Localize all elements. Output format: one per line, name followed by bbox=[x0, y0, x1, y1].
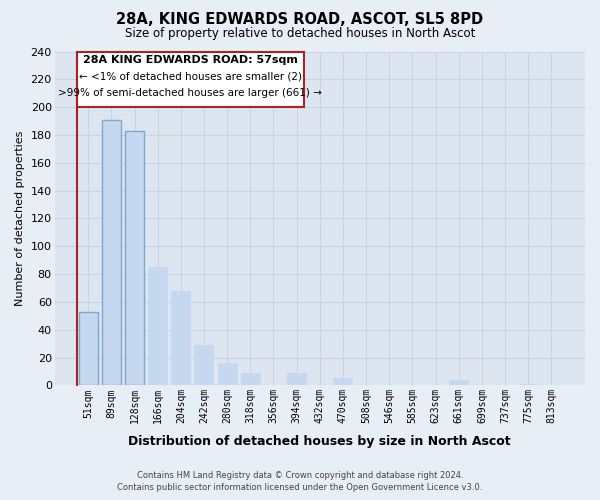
Bar bbox=[172, 291, 190, 386]
Bar bbox=[334, 378, 352, 386]
Y-axis label: Number of detached properties: Number of detached properties bbox=[15, 130, 25, 306]
Bar bbox=[287, 373, 306, 386]
Bar bbox=[449, 380, 468, 386]
Bar bbox=[148, 267, 167, 386]
Bar bbox=[241, 373, 260, 386]
X-axis label: Distribution of detached houses by size in North Ascot: Distribution of detached houses by size … bbox=[128, 434, 511, 448]
Bar bbox=[125, 131, 144, 386]
FancyBboxPatch shape bbox=[77, 52, 304, 107]
Text: 28A, KING EDWARDS ROAD, ASCOT, SL5 8PD: 28A, KING EDWARDS ROAD, ASCOT, SL5 8PD bbox=[116, 12, 484, 28]
Bar bbox=[79, 312, 98, 386]
Text: Size of property relative to detached houses in North Ascot: Size of property relative to detached ho… bbox=[125, 28, 475, 40]
Text: Contains HM Land Registry data © Crown copyright and database right 2024.
Contai: Contains HM Land Registry data © Crown c… bbox=[118, 471, 482, 492]
Text: ← <1% of detached houses are smaller (2): ← <1% of detached houses are smaller (2) bbox=[79, 72, 302, 82]
Bar bbox=[194, 345, 214, 386]
Bar bbox=[519, 384, 538, 386]
Text: 28A KING EDWARDS ROAD: 57sqm: 28A KING EDWARDS ROAD: 57sqm bbox=[83, 55, 298, 65]
Bar bbox=[218, 363, 236, 386]
Bar bbox=[102, 120, 121, 386]
Text: >99% of semi-detached houses are larger (661) →: >99% of semi-detached houses are larger … bbox=[58, 88, 322, 98]
